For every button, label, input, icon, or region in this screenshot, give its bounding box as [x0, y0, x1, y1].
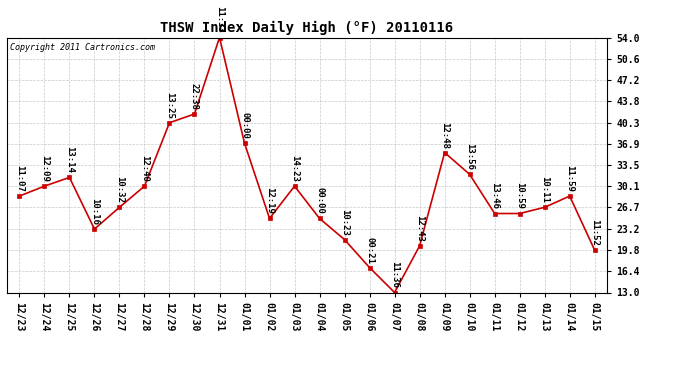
Text: 00:00: 00:00 — [240, 112, 249, 139]
Text: 12:40: 12:40 — [140, 155, 149, 182]
Text: 13:25: 13:25 — [165, 92, 174, 118]
Text: 11:33: 11:33 — [215, 6, 224, 33]
Text: 10:32: 10:32 — [115, 176, 124, 203]
Text: Copyright 2011 Cartronics.com: Copyright 2011 Cartronics.com — [10, 43, 155, 52]
Text: 13:14: 13:14 — [65, 146, 74, 173]
Text: 13:46: 13:46 — [490, 183, 499, 209]
Text: 10:11: 10:11 — [540, 176, 549, 203]
Text: 12:48: 12:48 — [440, 122, 449, 148]
Text: 10:16: 10:16 — [90, 198, 99, 225]
Text: 12:09: 12:09 — [40, 155, 49, 182]
Text: 11:59: 11:59 — [565, 165, 574, 192]
Text: 11:36: 11:36 — [390, 261, 399, 288]
Text: 10:23: 10:23 — [340, 209, 349, 236]
Text: 10:59: 10:59 — [515, 183, 524, 209]
Text: 00:21: 00:21 — [365, 237, 374, 264]
Text: 11:52: 11:52 — [590, 219, 599, 246]
Text: 00:00: 00:00 — [315, 188, 324, 214]
Text: 12:19: 12:19 — [265, 188, 274, 214]
Text: 12:43: 12:43 — [415, 215, 424, 242]
Title: THSW Index Daily High (°F) 20110116: THSW Index Daily High (°F) 20110116 — [161, 21, 453, 35]
Text: 14:23: 14:23 — [290, 155, 299, 182]
Text: 22:38: 22:38 — [190, 83, 199, 110]
Text: 13:56: 13:56 — [465, 143, 474, 170]
Text: 11:07: 11:07 — [15, 165, 24, 192]
